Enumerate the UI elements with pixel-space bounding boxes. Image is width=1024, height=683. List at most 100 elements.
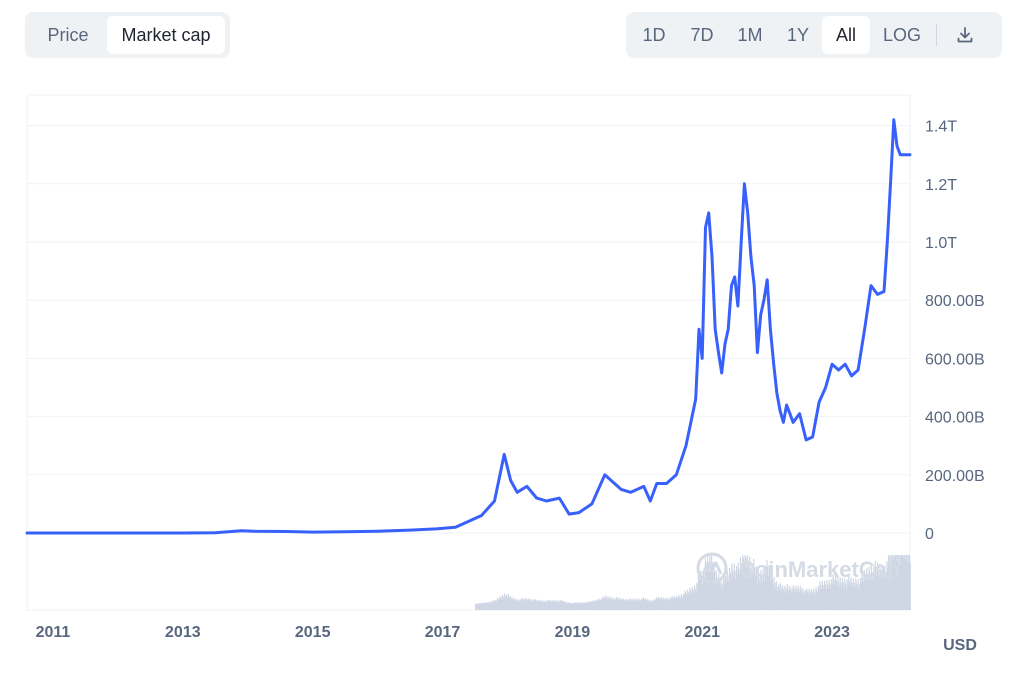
volume-bar: [881, 564, 883, 610]
volume-bar: [547, 599, 549, 610]
volume-bar: [656, 598, 658, 610]
volume-bar: [537, 600, 539, 610]
range-all-button[interactable]: All: [822, 16, 870, 54]
volume-bar: [481, 602, 483, 610]
volume-bar: [518, 601, 520, 610]
volume-bar: [478, 602, 481, 610]
volume-bar: [779, 582, 781, 610]
volume-bar: [711, 562, 714, 610]
volume-bar: [692, 589, 694, 610]
volume-bar: [504, 595, 506, 610]
volume-bar: [850, 577, 852, 610]
volume-bar: [811, 591, 813, 610]
volume-bar: [596, 599, 598, 610]
volume-bar: [794, 591, 796, 610]
volume-bar: [644, 600, 646, 610]
volume-bar: [814, 593, 816, 610]
volume-bar: [648, 601, 650, 610]
volume-bar: [725, 581, 728, 610]
volume-bar: [732, 577, 735, 610]
volume-bar: [559, 601, 562, 610]
volume-bar: [870, 565, 872, 610]
volume-bar: [821, 580, 823, 610]
volume-bar: [511, 599, 513, 610]
volume-bar: [646, 601, 648, 610]
volume-bar: [546, 601, 548, 610]
volume-bar: [513, 599, 515, 610]
tab-market-cap[interactable]: Market cap: [107, 16, 225, 54]
volume-bar: [605, 597, 608, 610]
volume-bar: [705, 562, 707, 610]
volume-bar: [544, 601, 546, 610]
volume-bar: [791, 587, 793, 610]
download-button[interactable]: [945, 16, 985, 54]
volume-bar: [759, 582, 761, 610]
volume-bar: [894, 555, 897, 610]
volume-bar: [771, 578, 774, 610]
volume-bar: [640, 601, 642, 610]
volume-bar: [652, 600, 654, 610]
volume-bar: [750, 567, 752, 610]
volume-bar: [681, 596, 683, 610]
tab-price[interactable]: Price: [47, 24, 89, 45]
volume-bar: [746, 555, 749, 610]
volume-bar: [633, 600, 635, 610]
volume-bar: [538, 599, 541, 610]
volume-bar: [587, 603, 589, 610]
volume-bar: [686, 589, 689, 610]
range-1d-button[interactable]: 1D: [642, 24, 666, 45]
volume-bar: [485, 603, 487, 610]
volume-bar: [772, 585, 774, 610]
volume-bar: [800, 589, 802, 610]
volume-bar: [634, 599, 636, 610]
volume-bar: [799, 592, 801, 610]
volume-bar: [845, 588, 848, 610]
volume-bar: [852, 587, 854, 610]
volume-bar: [566, 602, 568, 610]
volume-bar: [746, 568, 748, 610]
volume-bar: [855, 578, 857, 610]
volume-bar: [677, 598, 679, 610]
volume-bar: [793, 588, 795, 610]
volume-bar: [869, 572, 871, 610]
volume-bar: [831, 583, 834, 610]
volume-bar: [625, 598, 627, 610]
range-1m-button[interactable]: 1M: [737, 24, 763, 45]
volume-bar: [803, 591, 805, 610]
volume-bar: [489, 602, 491, 610]
volume-bar: [752, 572, 754, 610]
volume-bar: [786, 584, 788, 610]
volume-bar: [510, 598, 513, 610]
volume-bar: [785, 591, 788, 610]
volume-bar: [540, 602, 542, 610]
volume-bar: [664, 600, 666, 610]
volume-bar: [578, 602, 580, 610]
volume-bar: [591, 600, 594, 610]
volume-bar: [703, 574, 705, 610]
volume-bar: [649, 600, 651, 610]
volume-bar: [717, 584, 719, 610]
volume-bar: [653, 601, 655, 610]
volume-bar: [556, 602, 558, 610]
volume-bar: [617, 600, 619, 610]
range-7d-button[interactable]: 7D: [690, 24, 714, 45]
volume-bar: [579, 602, 581, 610]
toolbar-divider: [936, 24, 937, 46]
log-scale-button[interactable]: LOG: [882, 24, 921, 45]
volume-bar: [778, 589, 781, 610]
volume-bar: [767, 575, 770, 610]
volume-bar: [575, 603, 577, 610]
volume-bar: [585, 601, 587, 610]
volume-bar: [531, 601, 534, 610]
volume-bar: [545, 600, 548, 610]
volume-bar: [884, 571, 887, 610]
range-1y-button[interactable]: 1Y: [786, 24, 810, 45]
volume-bar: [688, 594, 690, 610]
volume-bar: [721, 588, 724, 610]
volume-bar: [686, 595, 688, 610]
volume-bar: [897, 555, 899, 610]
volume-bar: [805, 593, 807, 610]
volume-bar: [689, 587, 691, 610]
volume-bar: [823, 588, 825, 610]
volume-bar: [489, 603, 491, 610]
